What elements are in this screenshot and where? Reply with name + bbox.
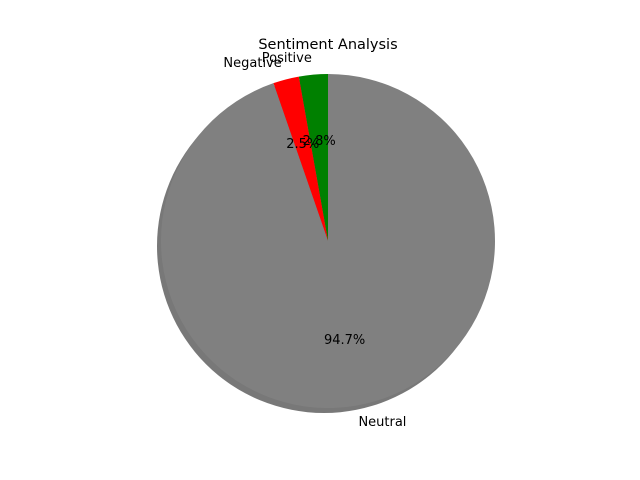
slice-label-positive: Positive <box>262 51 312 66</box>
slice-percent-neutral: 94.7% <box>324 333 365 348</box>
pie-slice-negative <box>273 76 328 241</box>
slice-percent-negative: 2.5% <box>286 137 319 152</box>
slice-percent-positive: 2.8% <box>303 134 336 149</box>
slice-label-negative: Negative <box>223 56 281 71</box>
chart-title: Sentiment Analysis <box>258 37 397 53</box>
pie-slice-positive <box>298 74 328 241</box>
slice-label-neutral: Neutral <box>358 415 406 430</box>
pie-slices <box>161 74 495 408</box>
pie-slice-neutral <box>161 74 495 408</box>
pie-labels: Positive 2.8% Negative 2.5% Neutral 94.7% <box>223 51 406 430</box>
